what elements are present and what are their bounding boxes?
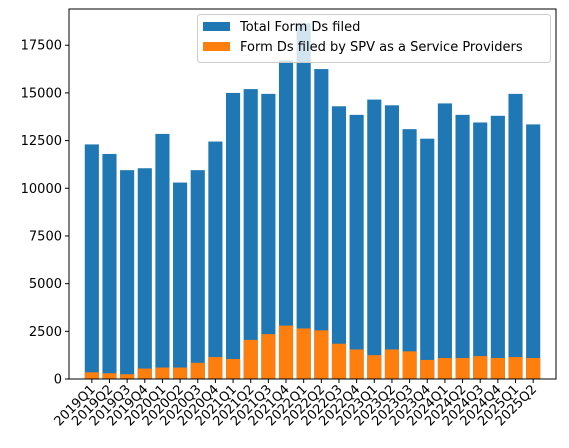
bar-total-form-ds xyxy=(331,106,347,380)
legend: Total Form Ds filed Form Ds filed by SPV … xyxy=(197,14,551,63)
legend-label: Form Ds filed by SPV as a Service Provid… xyxy=(240,40,523,55)
y-tick-label: 17500 xyxy=(21,39,62,54)
bar-spv-form-ds xyxy=(84,372,99,379)
bar-spv-form-ds xyxy=(296,328,311,379)
bar-spv-form-ds xyxy=(226,358,241,379)
bar-spv-form-ds xyxy=(155,367,170,379)
bar-total-form-ds xyxy=(155,133,170,379)
legend-swatch xyxy=(203,22,230,31)
bar-total-form-ds xyxy=(84,144,99,379)
legend-swatch xyxy=(203,42,230,51)
bar-spv-form-ds xyxy=(120,374,135,379)
y-tick-label: 2500 xyxy=(29,325,62,340)
plot-frame xyxy=(68,8,557,380)
y-tick-label: 15000 xyxy=(21,86,62,101)
bar-total-form-ds xyxy=(526,124,541,379)
bar-total-form-ds xyxy=(102,153,117,379)
bar-spv-form-ds xyxy=(331,343,347,379)
bar-spv-form-ds xyxy=(349,349,364,379)
x-axis: 2019Q12019Q22019Q32019Q42020Q12020Q22020… xyxy=(52,379,540,429)
bar-total-form-ds xyxy=(420,138,435,379)
bar-spv-form-ds xyxy=(137,368,152,379)
bar-total-form-ds xyxy=(455,114,470,379)
bar-total-form-ds xyxy=(349,114,364,379)
bar-total-form-ds xyxy=(173,182,188,379)
bar-spv-form-ds xyxy=(261,334,276,379)
bar-total-form-ds xyxy=(402,129,417,379)
bar-spv-form-ds xyxy=(455,358,470,379)
bar-spv-form-ds xyxy=(384,349,399,379)
bar-spv-form-ds xyxy=(102,373,117,379)
bar-spv-form-ds xyxy=(437,358,452,379)
legend-label: Total Form Ds filed xyxy=(239,20,360,35)
bar-spv-form-ds xyxy=(508,357,523,379)
bar-total-form-ds xyxy=(384,105,399,379)
bar-total-form-ds xyxy=(367,99,382,379)
y-tick-label: 7500 xyxy=(29,229,62,244)
y-tick-label: 12500 xyxy=(21,134,62,149)
bar-spv-form-ds xyxy=(402,351,417,379)
bar-spv-form-ds xyxy=(243,339,258,379)
bar-total-form-ds xyxy=(137,168,152,379)
y-axis: 0 2500 5000 7500 10000 12500 15000 17500 xyxy=(21,39,69,388)
bar-total-form-ds xyxy=(226,92,241,380)
bar-total-form-ds xyxy=(437,103,452,379)
bars-layer xyxy=(84,23,541,380)
bar-total-form-ds xyxy=(120,170,135,379)
bar-spv-form-ds xyxy=(490,358,505,379)
bar-spv-form-ds xyxy=(278,325,294,379)
y-tick-label: 5000 xyxy=(29,277,62,292)
bar-total-form-ds xyxy=(473,122,488,379)
bar-spv-form-ds xyxy=(420,359,435,379)
y-tick-label: 10000 xyxy=(21,182,62,197)
bar-spv-form-ds xyxy=(173,367,188,379)
bar-total-form-ds xyxy=(243,89,258,379)
legend-box xyxy=(197,14,551,63)
bar-spv-form-ds xyxy=(190,362,205,379)
bar-total-form-ds xyxy=(261,93,276,380)
bar-total-form-ds xyxy=(490,115,505,380)
bar-total-form-ds xyxy=(190,170,205,379)
bar-spv-form-ds xyxy=(473,356,488,379)
bar-total-form-ds xyxy=(278,60,294,380)
y-tick-label: 0 xyxy=(54,373,62,388)
bar-total-form-ds xyxy=(208,141,223,379)
bar-total-form-ds xyxy=(314,69,329,379)
bar-total-form-ds xyxy=(508,93,523,380)
bar-spv-form-ds xyxy=(367,355,382,379)
bar-spv-form-ds xyxy=(314,330,329,379)
bar-spv-form-ds xyxy=(526,358,541,379)
bar-total-form-ds xyxy=(296,23,311,380)
bar-spv-form-ds xyxy=(208,357,223,379)
